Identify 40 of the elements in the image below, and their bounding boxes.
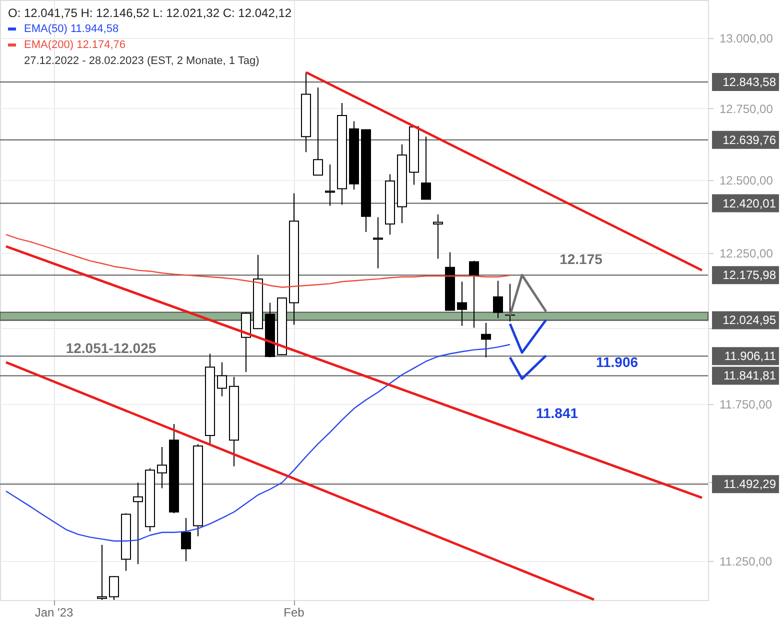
candlestick <box>109 576 119 600</box>
y-tick-label: 12.500,00 <box>720 174 774 188</box>
ref-line-label: 12.175,98 <box>722 268 776 282</box>
candlestick <box>373 216 383 269</box>
legend-label: EMA(200) 12.174,76 <box>24 39 126 51</box>
x-tick-label: Feb <box>284 606 305 620</box>
x-tick-label: Jan '23 <box>34 606 74 620</box>
legend-label: EMA(50) 11.944,58 <box>24 23 119 35</box>
candlestick <box>421 136 431 200</box>
ref-line-label: 12.639,76 <box>722 132 776 147</box>
candlestick <box>217 362 227 397</box>
y-tick-label: 12.750,00 <box>720 102 774 116</box>
ref-line-label: 12.420,01 <box>722 196 776 210</box>
candlestick <box>157 446 167 489</box>
candlestick <box>433 214 443 260</box>
annotation: 27.12.2022 - 28.02.2023 (EST, 2 Monate, 1 Tag) <box>24 55 260 67</box>
candlestick <box>313 87 323 176</box>
candlestick <box>457 281 467 326</box>
y-tick-label: 13.000,00 <box>720 32 774 46</box>
ref-line-label: 12.843,58 <box>722 74 776 89</box>
ref-line-label: 11.841,81 <box>724 368 776 383</box>
annotation: 12.051-12.025 <box>66 340 156 356</box>
candlestick <box>481 322 491 358</box>
candlestick <box>493 280 503 319</box>
ref-line-label: 11.906,11 <box>724 349 776 364</box>
candlestick <box>469 260 479 328</box>
annotation: 12.175 <box>560 251 603 268</box>
ref-line-label: 12.024,95 <box>722 313 776 328</box>
text: O: 12.041,75 H: 12.146,52 L: 12.021,32 C: 12.042,12 <box>8 6 292 20</box>
y-tick-label: 11.750,00 <box>720 397 772 412</box>
line-series <box>5 234 511 288</box>
candlestick <box>97 544 107 600</box>
annotation: 11.841 <box>536 404 578 421</box>
annotation: 11.906 <box>596 354 638 370</box>
y-tick-label: 11.250,00 <box>720 554 772 569</box>
candlestick <box>181 518 191 562</box>
candlestick <box>133 482 143 565</box>
candlestick <box>325 164 335 206</box>
y-tick-label: 12.250,00 <box>720 246 774 261</box>
ref-line-label: 11.492,29 <box>724 477 776 492</box>
